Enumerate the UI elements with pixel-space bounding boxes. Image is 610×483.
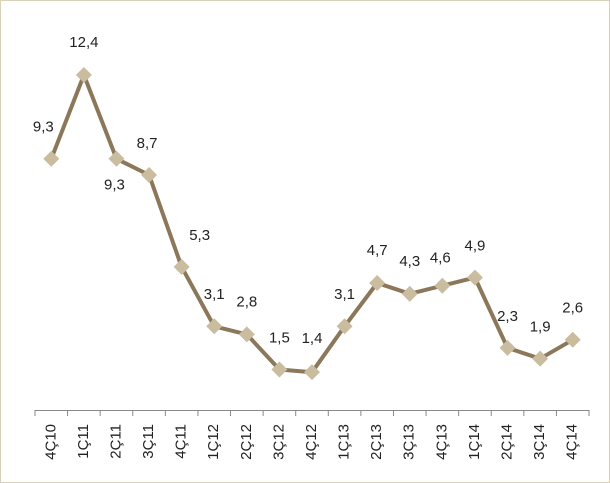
data-label: 9,3	[104, 177, 125, 194]
marker	[304, 364, 320, 381]
data-label: 2,6	[562, 300, 583, 317]
marker	[564, 331, 581, 348]
data-label: 1,5	[269, 329, 290, 346]
data-label: 3,1	[204, 286, 225, 303]
marker	[206, 318, 223, 335]
x-tick-label: 4Ç12	[303, 424, 320, 460]
x-tick-label: 1Ç14	[466, 424, 483, 460]
x-tick-label: 3Ç12	[270, 424, 287, 460]
x-tick-label: 4Ç10	[42, 424, 59, 460]
data-label: 8,7	[137, 135, 158, 152]
x-tick-label: 4Ç13	[433, 424, 450, 460]
data-label: 3,1	[334, 286, 355, 303]
marker	[238, 326, 255, 343]
data-label: 2,3	[497, 308, 518, 325]
data-label: 1,4	[302, 330, 323, 347]
data-label: 4,7	[367, 242, 388, 259]
marker	[173, 258, 190, 275]
data-label: 1,9	[530, 319, 551, 336]
x-tick-label: 1Ç13	[336, 424, 353, 460]
marker	[401, 285, 418, 302]
data-label: 4,9	[465, 238, 486, 255]
x-tick-label: 2Ç11	[107, 424, 124, 459]
x-tick-label: 1Ç11	[75, 424, 92, 459]
marker	[532, 350, 549, 367]
marker	[369, 275, 386, 292]
x-tick-label: 3Ç14	[531, 424, 548, 460]
x-tick-label: 1Ç12	[205, 424, 222, 460]
marker	[336, 318, 353, 335]
marker	[75, 67, 92, 83]
data-label: 2,8	[236, 293, 257, 310]
marker	[466, 269, 483, 286]
data-label: 12,4	[69, 34, 98, 51]
marker	[499, 339, 516, 356]
data-label: 5,3	[189, 227, 210, 244]
x-tick-label: 2Ç13	[368, 424, 385, 460]
x-tick-label: 4Ç11	[173, 424, 190, 459]
data-label: 4,6	[430, 250, 451, 267]
marker	[43, 150, 60, 167]
data-label: 4,3	[399, 253, 420, 270]
x-tick-label: 3Ç13	[401, 424, 418, 460]
marker	[271, 361, 288, 378]
x-tick-label: 4Ç14	[564, 424, 581, 460]
x-tick-label: 2Ç12	[238, 424, 255, 460]
data-label: 9,3	[33, 119, 54, 136]
marker	[141, 166, 158, 183]
x-tick-label: 3Ç11	[140, 424, 157, 459]
marker	[108, 150, 125, 167]
marker	[434, 277, 451, 294]
x-tick-label: 2Ç14	[498, 424, 515, 460]
